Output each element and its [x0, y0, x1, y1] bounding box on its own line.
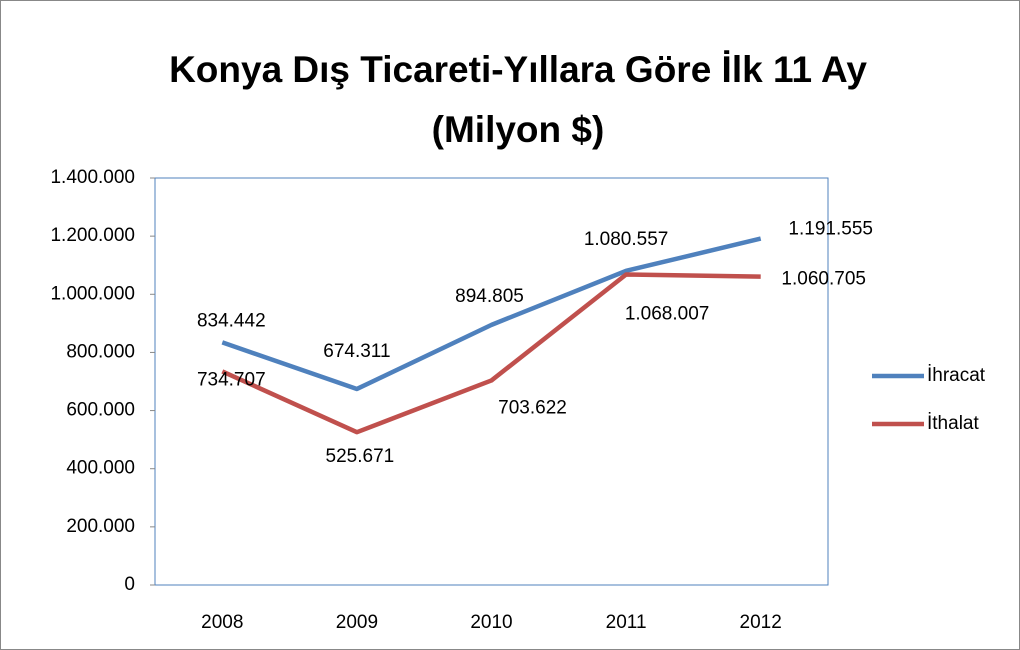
data-label: 734.707	[197, 369, 266, 390]
x-tick-label: 2010	[470, 612, 512, 633]
chart-title: (Milyon $)	[432, 109, 605, 150]
x-tick-label: 2008	[201, 612, 243, 633]
y-tick-label: 400.000	[66, 458, 135, 479]
series-line	[221, 236, 762, 392]
x-tick-label: 2011	[606, 612, 647, 633]
data-label: 1.191.555	[788, 219, 873, 240]
x-tick-label: 2012	[740, 612, 782, 633]
data-label: 834.442	[197, 310, 266, 331]
y-tick-label: 600.000	[66, 400, 135, 421]
data-label: 674.311	[323, 341, 390, 362]
data-label: 703.622	[498, 397, 567, 418]
data-label: 1.060.705	[781, 269, 866, 290]
x-tick-label: 2009	[336, 612, 378, 633]
y-tick-label: 800.000	[66, 341, 135, 362]
series-line	[221, 272, 761, 435]
data-label: 525.671	[326, 446, 395, 467]
plot-area	[154, 177, 829, 586]
legend-label: İhracat	[927, 365, 986, 386]
y-tick-label: 0	[124, 574, 135, 595]
y-tick-label: 200.000	[66, 516, 135, 537]
y-tick-label: 1.400.000	[50, 167, 135, 188]
data-label: 894.805	[455, 286, 524, 307]
y-tick-label: 1.200.000	[50, 225, 135, 246]
legend-label: İthalat	[927, 413, 979, 434]
data-label: 1.068.007	[625, 304, 710, 325]
chart-title: Konya Dış Ticareti-Yıllara Göre İlk 11 A…	[169, 49, 867, 90]
y-tick-label: 1.000.000	[50, 283, 135, 304]
data-label: 1.080.557	[584, 229, 669, 250]
